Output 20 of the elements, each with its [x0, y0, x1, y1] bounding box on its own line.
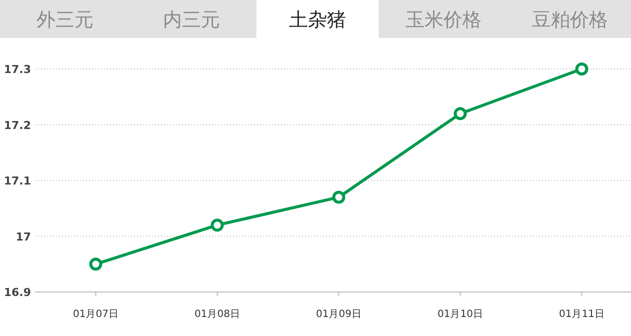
- y-tick-label: 17.1: [4, 174, 31, 188]
- text: 内三元: [162, 9, 220, 31]
- y-tick-label: 17: [16, 230, 31, 244]
- x-tick-label: 01月08日: [194, 309, 240, 320]
- x-tick-label: 01月07日: [73, 309, 118, 320]
- point: [332, 190, 346, 204]
- x-tick-label: 01月11日: [559, 309, 604, 320]
- y-tick-label: 17.2: [4, 118, 31, 132]
- y-tick-label: 16.9: [4, 286, 31, 299]
- x-tick-label: 01月10日: [438, 309, 483, 320]
- text: 外三元: [36, 9, 94, 31]
- point: [210, 218, 224, 232]
- point: [454, 107, 467, 120]
- text: 豆粕价格: [532, 9, 608, 31]
- point: [575, 62, 588, 76]
- y-tick-label: 17.3: [4, 63, 31, 76]
- chart-title: 土杂猪: [289, 9, 346, 31]
- text: 玉米价格: [406, 9, 482, 31]
- point: [89, 258, 102, 271]
- x-tick-label: 01月09日: [316, 309, 362, 320]
